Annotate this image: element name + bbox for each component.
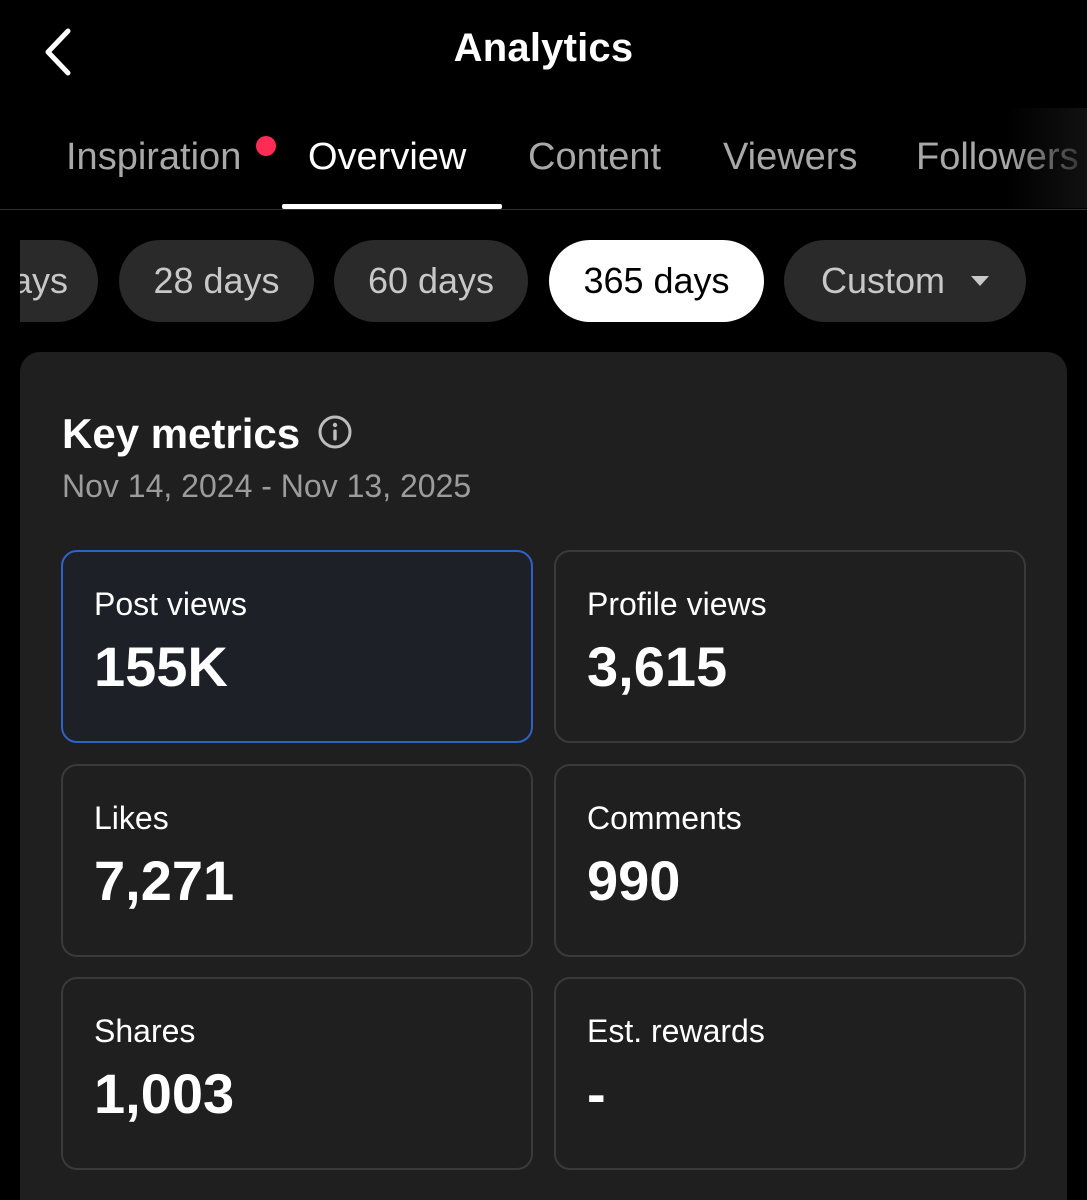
tab-overview[interactable]: Overview bbox=[308, 136, 467, 178]
page-title: Analytics bbox=[453, 26, 634, 70]
metric-value: 7,271 bbox=[94, 849, 235, 912]
metric-shares[interactable]: Shares 1,003 bbox=[61, 977, 533, 1170]
metric-label: Shares bbox=[94, 1013, 196, 1049]
range-pill-label: 28 days bbox=[153, 260, 280, 301]
info-icon[interactable] bbox=[317, 414, 353, 450]
metric-value: 990 bbox=[587, 849, 681, 912]
tab-content[interactable]: Content bbox=[528, 136, 662, 178]
metric-est-rewards[interactable]: Est. rewards - bbox=[554, 977, 1026, 1170]
date-range-text: Nov 14, 2024 - Nov 13, 2025 bbox=[62, 468, 472, 504]
range-pill-custom[interactable]: Custom bbox=[784, 240, 1026, 322]
range-pill-label: 60 days bbox=[367, 260, 495, 301]
range-pill-365-days[interactable]: 365 days bbox=[549, 240, 764, 322]
metric-post-views[interactable]: Post views 155K bbox=[61, 550, 533, 743]
tab-inspiration[interactable]: Inspiration bbox=[66, 136, 242, 178]
metric-label: Post views bbox=[94, 586, 247, 622]
tab-viewers[interactable]: Viewers bbox=[723, 136, 858, 178]
range-pill-28-days[interactable]: 28 days bbox=[119, 240, 314, 322]
chevron-left-icon bbox=[45, 28, 71, 76]
caret-down-icon bbox=[971, 276, 990, 286]
range-pill-label: ays bbox=[20, 260, 68, 301]
metric-value: 3,615 bbox=[587, 635, 728, 698]
active-tab-indicator bbox=[282, 204, 502, 209]
metric-value: 1,003 bbox=[94, 1062, 235, 1125]
metric-label: Est. rewards bbox=[587, 1013, 765, 1049]
range-pill-60-days[interactable]: 60 days bbox=[334, 240, 528, 322]
tab-bar: Inspiration Overview Content Viewers Fol… bbox=[0, 110, 1087, 210]
range-pill-label: Custom bbox=[820, 260, 946, 301]
metric-profile-views[interactable]: Profile views 3,615 bbox=[554, 550, 1026, 743]
metric-label: Profile views bbox=[587, 586, 767, 622]
metric-likes[interactable]: Likes 7,271 bbox=[61, 764, 533, 957]
metric-label: Comments bbox=[587, 800, 742, 836]
metric-comments[interactable]: Comments 990 bbox=[554, 764, 1026, 957]
metric-value: - bbox=[587, 1062, 606, 1125]
header: Analytics bbox=[0, 0, 1087, 105]
tab-followers[interactable]: Followers bbox=[916, 136, 1079, 178]
back-button[interactable] bbox=[30, 22, 86, 82]
notification-dot bbox=[256, 136, 276, 156]
date-range-selector: ays 28 days 60 days 365 days Custom bbox=[20, 240, 1087, 322]
metric-value: 155K bbox=[94, 635, 228, 698]
range-pill-7-days[interactable]: ays bbox=[20, 240, 98, 322]
range-pill-label: 365 days bbox=[583, 260, 730, 301]
key-metrics-title: Key metrics bbox=[62, 410, 301, 457]
metric-label: Likes bbox=[94, 800, 169, 836]
key-metrics-card: Key metrics Nov 14, 2024 - Nov 13, 2025 … bbox=[20, 352, 1067, 1200]
